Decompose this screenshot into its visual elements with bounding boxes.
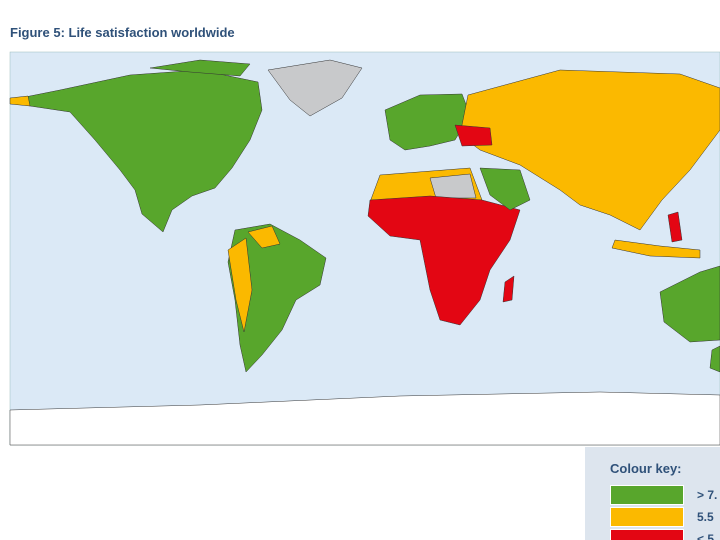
alaska-strip xyxy=(9,95,31,107)
sub-saharan-africa xyxy=(367,195,521,326)
key-label: < 5 xyxy=(697,532,715,540)
key-swatch xyxy=(610,529,684,540)
indonesia xyxy=(611,239,701,259)
europe xyxy=(384,93,471,151)
key-label: > 7. xyxy=(697,488,718,502)
key-label: 5.5 xyxy=(697,510,714,524)
colour-key: Colour key: > 7. 5.5 < 5 xyxy=(585,447,720,540)
key-swatch xyxy=(610,507,684,527)
figure-title: Figure 5: Life satisfaction worldwide xyxy=(10,25,235,40)
northern-south-america xyxy=(247,225,281,249)
canadian-islands xyxy=(149,59,251,77)
antarctica xyxy=(9,391,720,446)
greenland xyxy=(267,59,363,117)
key-swatch xyxy=(610,485,684,505)
madagascar xyxy=(502,275,515,303)
south-america xyxy=(227,223,327,373)
eastern-europe xyxy=(454,124,493,147)
philippines xyxy=(667,211,683,243)
world-map xyxy=(9,51,720,446)
asia xyxy=(459,69,720,231)
arabia xyxy=(479,167,531,211)
new-zealand xyxy=(709,345,720,373)
key-title: Colour key: xyxy=(610,461,682,476)
andes xyxy=(227,237,253,333)
australia xyxy=(659,265,720,343)
sahara xyxy=(429,173,477,199)
